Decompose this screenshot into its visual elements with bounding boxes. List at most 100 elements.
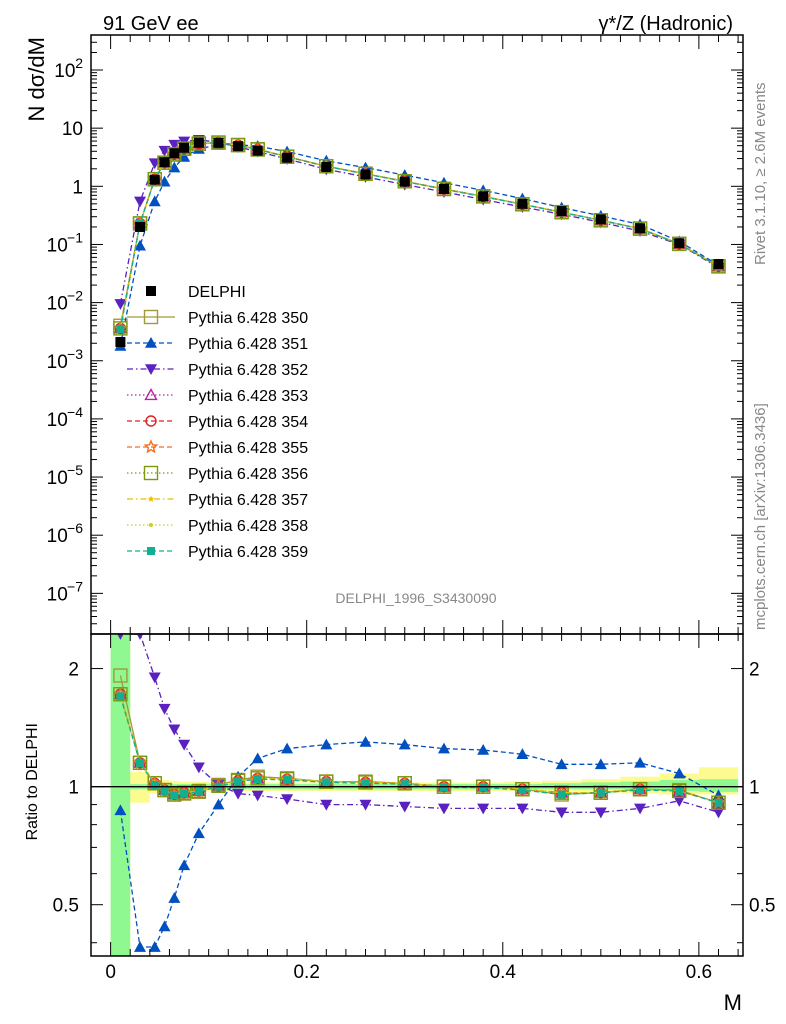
ratio-y-tick-label: 2 (68, 660, 79, 681)
data-point (515, 197, 530, 212)
main-y-axis-label: N dσ/dM (24, 37, 49, 122)
data-point (159, 157, 170, 168)
main-y-tick-label: 10 (47, 468, 68, 489)
ratio-point (322, 778, 331, 787)
header-right: γ*/Z (Hadronic) (599, 13, 733, 35)
main-y-tick-label: 10 (47, 410, 68, 431)
series-354 (114, 136, 725, 335)
data-point (674, 238, 685, 249)
series-line (119, 144, 719, 347)
data-point (438, 183, 449, 194)
ratio-series-group (110, 634, 739, 956)
legend-marker (143, 439, 159, 454)
ratio-point (160, 786, 169, 795)
legend-item: Pythia 6.428 350 (127, 309, 308, 327)
stat-band-bin (620, 781, 660, 790)
ratio-point (136, 758, 145, 767)
data-point (632, 221, 648, 236)
data-point (282, 152, 293, 163)
ratio-point (212, 798, 225, 810)
ratio-point (673, 796, 686, 807)
legend-label: Pythia 6.428 359 (188, 544, 308, 561)
main-y-tick-label-exponent: −4 (67, 404, 83, 420)
ratio-point (594, 807, 607, 819)
data-point (321, 161, 332, 172)
ratio-point (439, 783, 448, 792)
legend-marker (145, 337, 157, 348)
ratio-point (479, 783, 488, 792)
legend-marker (143, 309, 159, 325)
ratio-point (359, 799, 372, 811)
ratio-point (113, 668, 128, 683)
legend-item: Pythia 6.428 356 (127, 465, 308, 483)
ratio-point (251, 790, 264, 802)
ratio-point (712, 789, 725, 801)
ratio-point (251, 752, 264, 764)
ratio-line (119, 694, 719, 804)
main-y-tick-label-exponent: 2 (75, 55, 83, 71)
legend-item: Pythia 6.428 354 (127, 414, 308, 431)
ratio-point (178, 739, 191, 751)
data-point (475, 189, 491, 204)
legend-label: DELPHI (188, 284, 246, 301)
data-point (399, 176, 410, 187)
data-point (360, 169, 371, 180)
ratio-point (320, 799, 333, 811)
x-axis-label: M (724, 990, 742, 1015)
ratio-series-352 (117, 634, 725, 819)
data-point (252, 145, 263, 156)
stat-band-bin (698, 779, 739, 792)
main-y-tick-label-exponent: −5 (67, 462, 83, 478)
series-356 (113, 135, 726, 336)
legend-marker (143, 465, 159, 481)
data-point (147, 172, 162, 187)
ratio-point (114, 804, 127, 816)
ratio-point (711, 795, 726, 810)
data-point (115, 337, 126, 348)
ratio-point (211, 778, 226, 793)
ratio-point (555, 807, 568, 819)
legend: DELPHI Pythia 6.428 350 Pythia 6.428 351 Py… (127, 284, 308, 561)
ratio-point (358, 775, 373, 790)
legend-label: Pythia 6.428 357 (188, 492, 308, 509)
legend-label: Pythia 6.428 351 (188, 336, 308, 353)
legend-label: Pythia 6.428 353 (188, 388, 308, 405)
main-y-tick-label-exponent: −6 (67, 520, 83, 536)
series-358 (118, 140, 721, 331)
main-y-tick-label-exponent: −7 (67, 578, 83, 594)
data-point (233, 141, 244, 152)
ratio-point (250, 771, 265, 786)
legend-marker (146, 286, 156, 296)
data-point (595, 214, 606, 225)
ratio-point (148, 672, 161, 684)
ratio-point (180, 789, 189, 798)
main-series-group (112, 134, 726, 351)
ratio-point (136, 634, 144, 640)
ratio-point (359, 735, 372, 747)
data-point (250, 142, 265, 157)
ratio-point (158, 920, 171, 932)
ratio-point (557, 790, 566, 799)
ratio-point (148, 941, 161, 952)
data-point (319, 159, 334, 174)
data-point (113, 321, 128, 336)
ratio-point (281, 742, 294, 754)
ratio-point (150, 780, 159, 789)
data-point (358, 166, 373, 182)
header-left: 91 GeV ee (103, 13, 199, 35)
ratio-point (636, 786, 645, 795)
legend-label: Pythia 6.428 352 (188, 362, 308, 379)
ratio-point (634, 803, 647, 815)
legend-item: Pythia 6.428 352 (127, 362, 308, 379)
ratio-y-tick-label-right: 2 (749, 660, 760, 681)
ratio-point (477, 743, 490, 755)
ratio-point (168, 724, 181, 736)
main-y-tick-label: 10 (47, 584, 68, 605)
ratio-point (675, 786, 684, 795)
main-y-tick-label-exponent: −1 (67, 229, 83, 245)
ratio-point (596, 788, 605, 797)
ratio-point (170, 791, 179, 800)
analysis-id: DELPHI_1996_S3430090 (335, 590, 496, 606)
legend-label: Pythia 6.428 358 (188, 518, 308, 535)
